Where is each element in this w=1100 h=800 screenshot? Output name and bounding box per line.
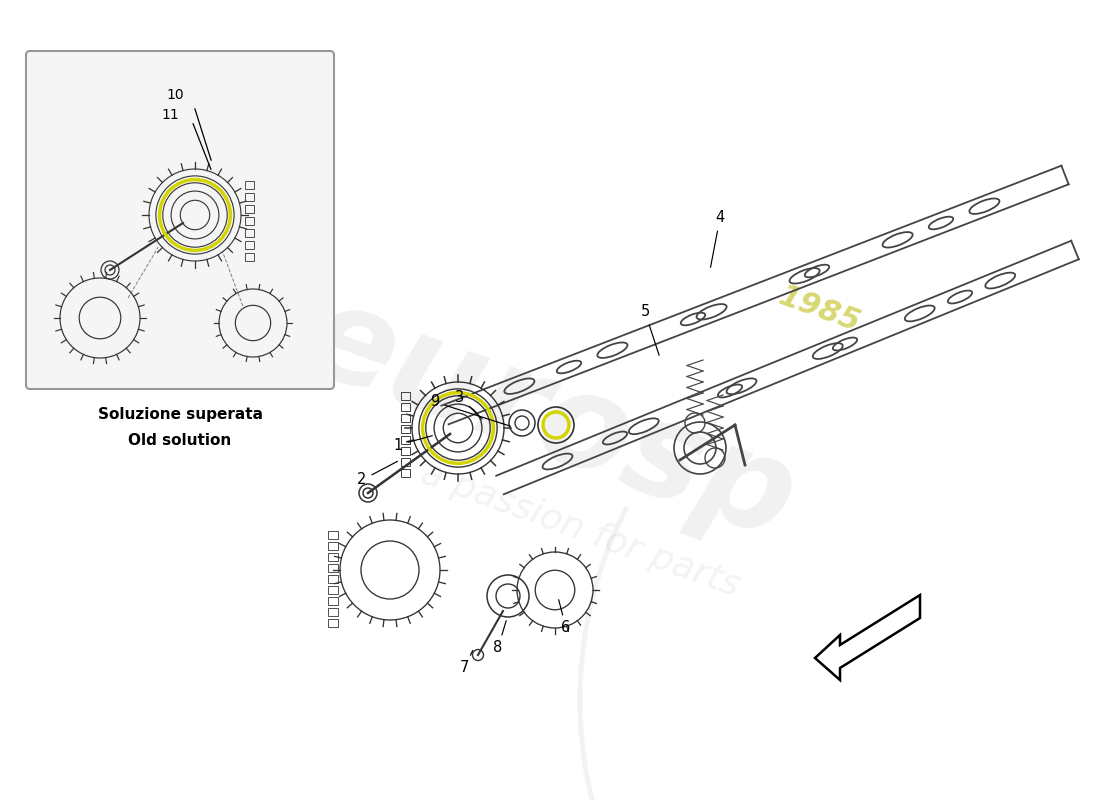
Polygon shape xyxy=(815,595,920,680)
Text: 10: 10 xyxy=(166,88,184,102)
Bar xyxy=(402,469,410,477)
Text: eurosp: eurosp xyxy=(287,273,813,567)
Bar xyxy=(328,575,338,583)
Bar xyxy=(328,542,338,550)
Bar xyxy=(245,205,254,213)
Text: Old solution: Old solution xyxy=(129,433,232,448)
Text: Soluzione superata: Soluzione superata xyxy=(98,407,263,422)
Bar xyxy=(328,597,338,605)
Bar xyxy=(245,229,254,237)
Bar xyxy=(402,458,410,466)
Text: 9: 9 xyxy=(430,394,510,426)
Bar xyxy=(328,564,338,572)
Bar xyxy=(402,447,410,455)
Bar xyxy=(245,181,254,189)
Bar xyxy=(245,217,254,225)
Text: 7: 7 xyxy=(460,650,473,675)
Text: 6: 6 xyxy=(559,600,571,635)
Bar xyxy=(328,619,338,627)
Text: 1985: 1985 xyxy=(776,282,865,338)
Bar xyxy=(245,241,254,249)
Bar xyxy=(402,425,410,433)
Bar xyxy=(245,193,254,201)
Bar xyxy=(328,586,338,594)
Bar xyxy=(328,531,338,539)
FancyBboxPatch shape xyxy=(26,51,334,389)
Text: 1: 1 xyxy=(394,436,432,453)
Text: 5: 5 xyxy=(640,305,659,355)
Bar xyxy=(328,608,338,616)
Bar xyxy=(245,253,254,261)
Bar xyxy=(402,414,410,422)
Bar xyxy=(328,553,338,561)
Bar xyxy=(402,403,410,411)
Text: 8: 8 xyxy=(494,621,506,655)
Bar xyxy=(402,436,410,444)
Text: a passion for parts: a passion for parts xyxy=(416,456,745,604)
Bar xyxy=(402,392,410,400)
Text: 3: 3 xyxy=(455,390,482,419)
Text: 11: 11 xyxy=(161,108,179,122)
Text: 2: 2 xyxy=(358,462,397,487)
Text: 4: 4 xyxy=(711,210,725,267)
